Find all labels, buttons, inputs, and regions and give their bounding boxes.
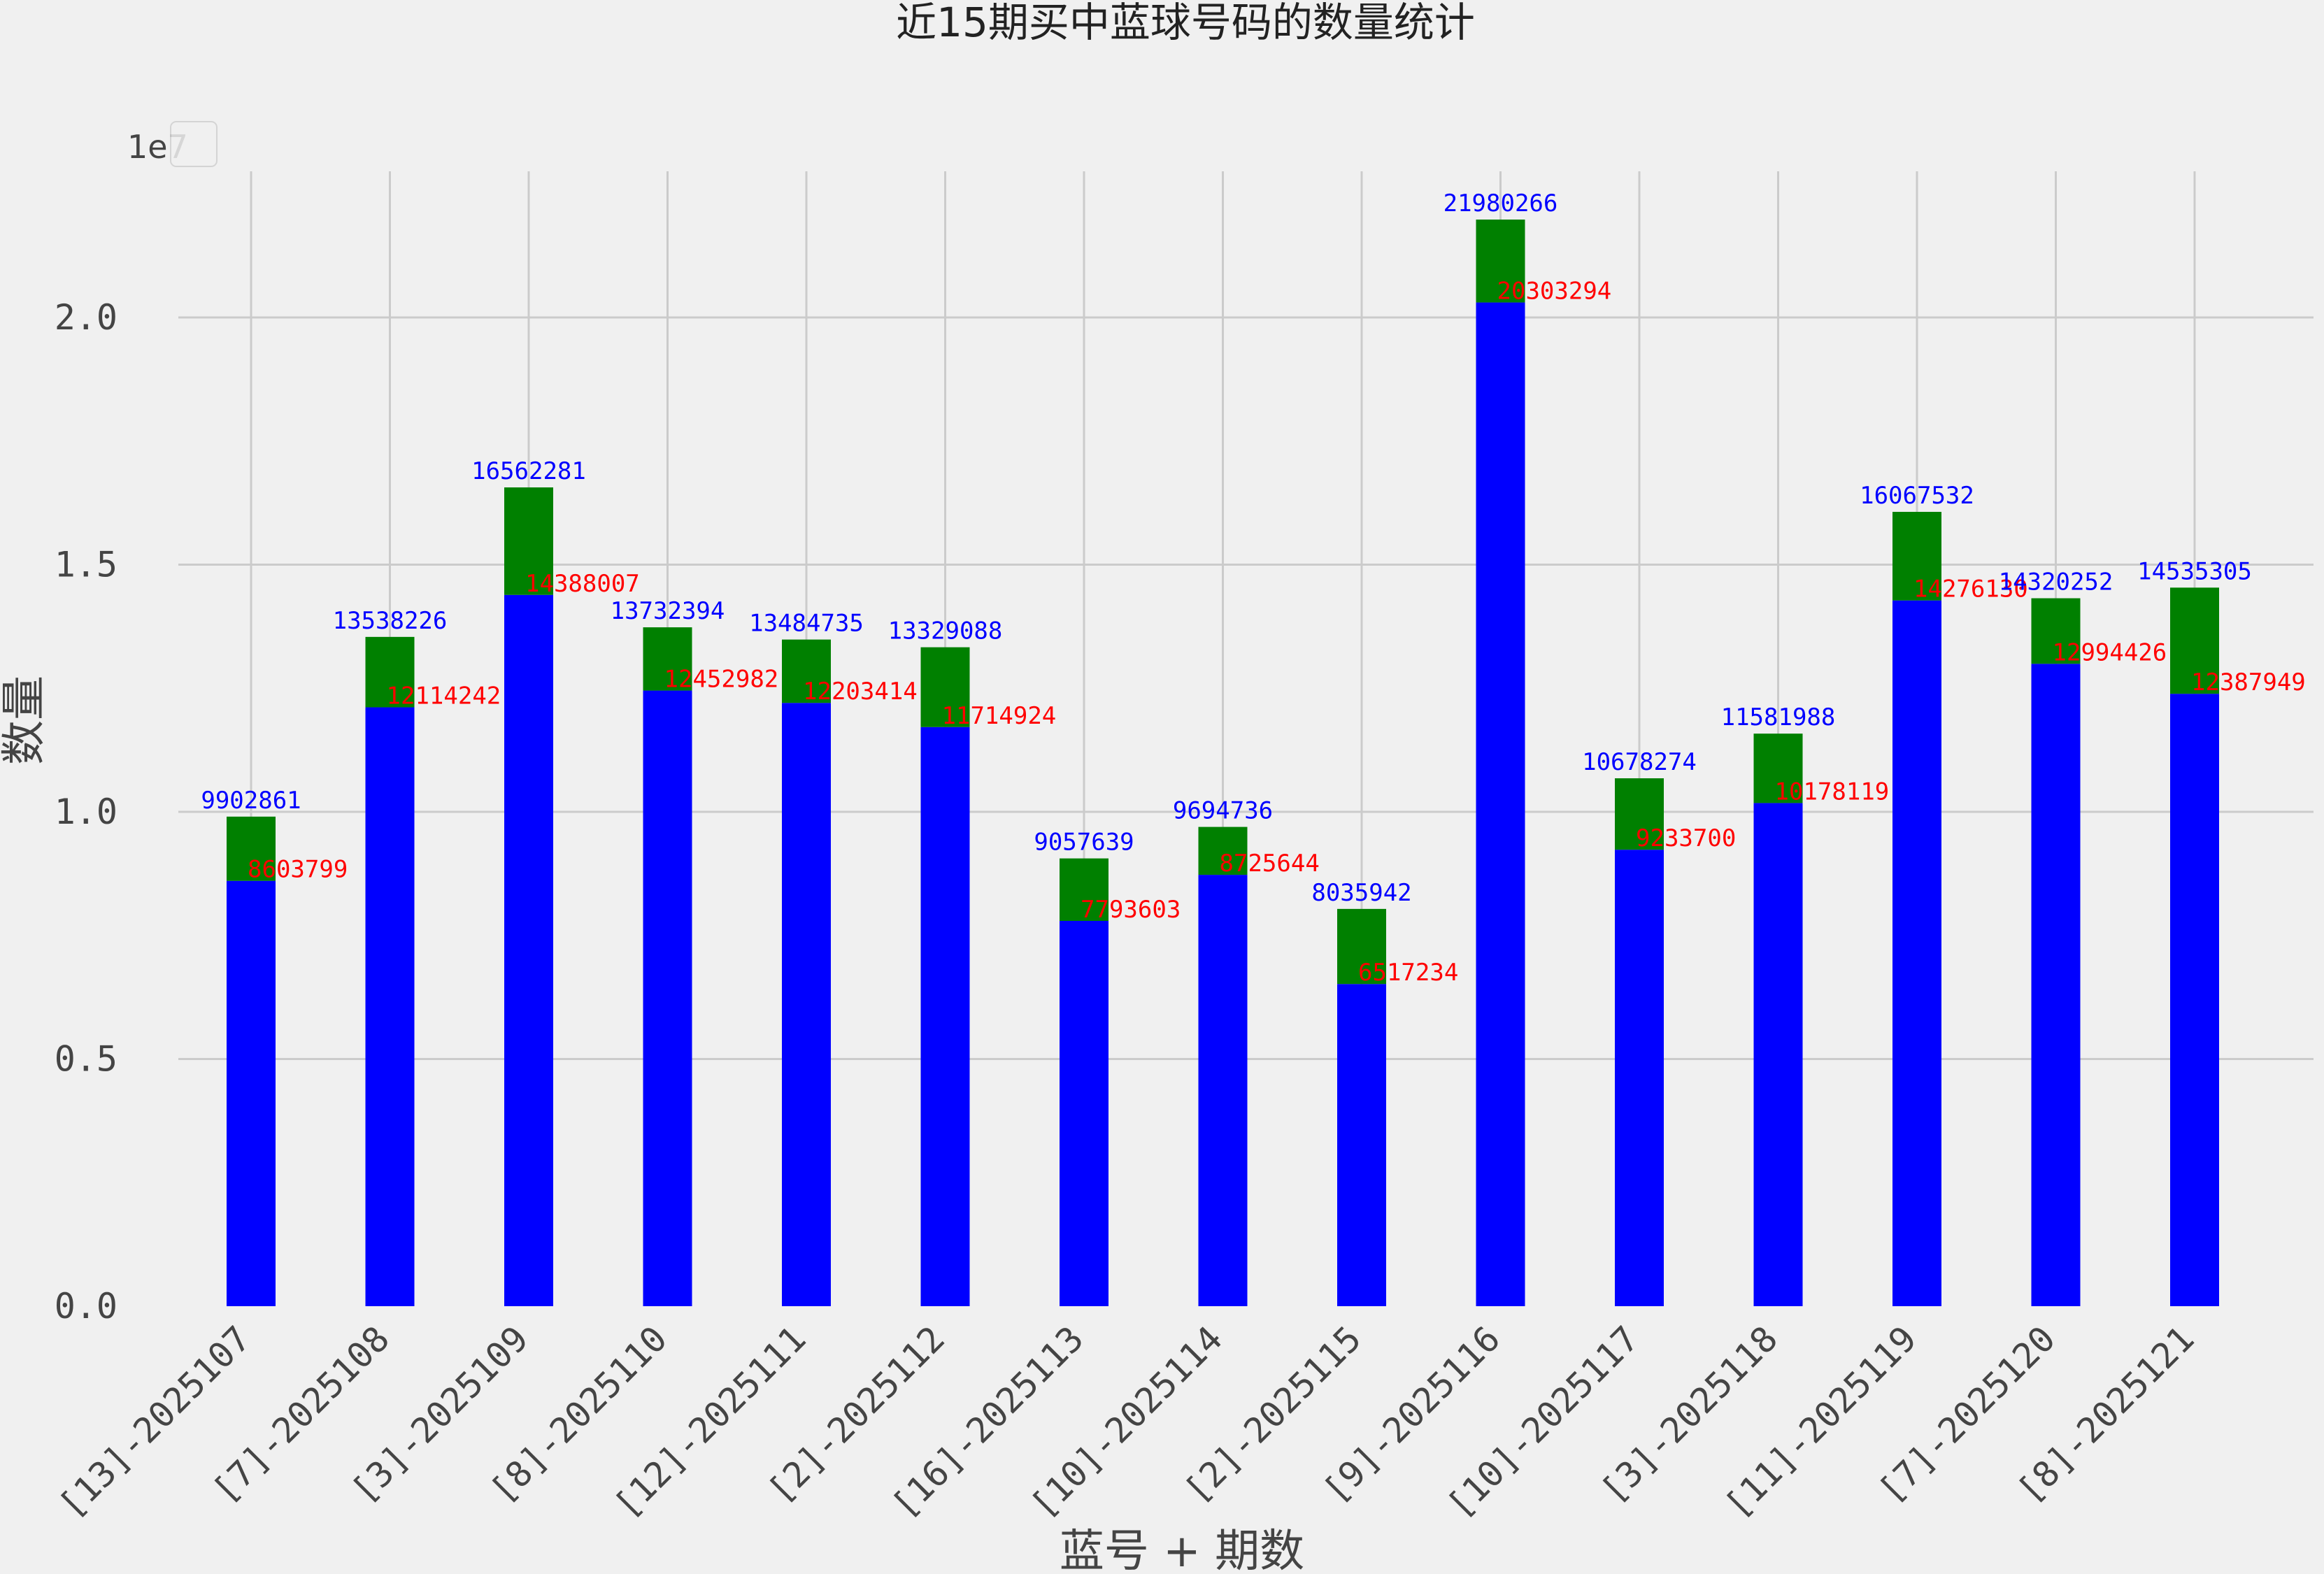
bar-extra [1198, 827, 1248, 875]
data-label-total: 9902861 [201, 787, 301, 815]
data-label-total: 13329088 [888, 617, 1003, 645]
bar-base [1060, 920, 1108, 1306]
data-label-total: 11581988 [1721, 703, 1836, 731]
data-label-total: 16562281 [471, 457, 586, 485]
data-label-total: 14320252 [1999, 568, 2113, 596]
y-axis-ticks: 0.0 0.5 1.0 1.5 2.0 [55, 297, 117, 1326]
data-label-base: 12994426 [2053, 638, 2167, 666]
bar-extra [1337, 908, 1386, 985]
bar-base [2170, 694, 2219, 1306]
data-label-base: 14388007 [525, 570, 640, 598]
data-label-base: 12387949 [2191, 668, 2306, 696]
bar-base [227, 880, 276, 1306]
bar-base [1615, 850, 1664, 1306]
bar-base [643, 690, 692, 1306]
data-label-base: 9233700 [1636, 824, 1736, 852]
bar-base [1753, 803, 1803, 1306]
y-tick-label: 1.5 [55, 545, 117, 585]
bar-extra [227, 816, 276, 881]
x-axis-label: 蓝号 + 期数 [1060, 1526, 1304, 1574]
bar-base [1337, 984, 1386, 1306]
data-labels: 9902861 8603799 13538226 12114242 16562281 14… [201, 189, 2305, 987]
bar-extra [1060, 858, 1108, 921]
bar-base [365, 707, 415, 1306]
bar-extra [2031, 598, 2081, 664]
bar-extra [643, 627, 692, 691]
data-label-base: 12452982 [664, 666, 779, 694]
data-label-base: 11714924 [942, 702, 1057, 730]
data-label-total: 16067532 [1860, 482, 1974, 510]
data-label-base: 6517234 [1358, 959, 1458, 987]
data-label-base: 8603799 [248, 856, 348, 884]
chart-title: 近15期买中蓝球号码的数量统计 [896, 0, 1475, 46]
data-label-base: 20303294 [1497, 278, 1612, 306]
data-label-base: 12114242 [387, 682, 501, 710]
bars [227, 219, 2219, 1306]
data-label-total: 8035942 [1311, 879, 1411, 907]
data-label-total: 13732394 [611, 597, 725, 625]
bar-extra [920, 647, 970, 727]
bar-base [2031, 664, 2081, 1306]
y-tick-label: 0.5 [55, 1039, 117, 1080]
bar-extra [1892, 512, 1941, 601]
data-label-total: 13538226 [333, 607, 448, 635]
bar-base [504, 594, 553, 1306]
bar-extra [1476, 219, 1525, 303]
bar-base [1892, 600, 1941, 1306]
bar-base [1198, 875, 1248, 1306]
bar-base [782, 703, 831, 1306]
bar-base [1476, 302, 1525, 1306]
y-axis-label: 数量 [0, 675, 50, 765]
bar-extra [1753, 734, 1803, 803]
data-label-base: 8725644 [1220, 850, 1320, 878]
bar-base [920, 727, 970, 1306]
data-label-base: 7793603 [1081, 896, 1181, 924]
data-label-total: 10678274 [1582, 748, 1697, 776]
y-tick-label: 0.0 [55, 1286, 117, 1326]
data-label-base: 12203414 [803, 678, 918, 706]
y-tick-label: 1.0 [55, 792, 117, 832]
bar-extra [365, 636, 415, 708]
data-label-total: 13484735 [749, 610, 864, 638]
data-label-total: 21980266 [1443, 189, 1558, 217]
data-label-base: 10178119 [1775, 778, 1890, 806]
bar-extra [504, 487, 553, 595]
data-label-total: 9694736 [1173, 797, 1273, 825]
legend-box [170, 121, 218, 167]
bar-extra [2170, 587, 2219, 694]
y-tick-label: 2.0 [55, 297, 117, 338]
data-label-base: 14276130 [1913, 575, 2028, 603]
data-label-total: 9057639 [1034, 829, 1134, 857]
bar-extra [1615, 778, 1664, 850]
bar-extra [782, 639, 831, 703]
data-label-total: 14535305 [2137, 557, 2252, 585]
